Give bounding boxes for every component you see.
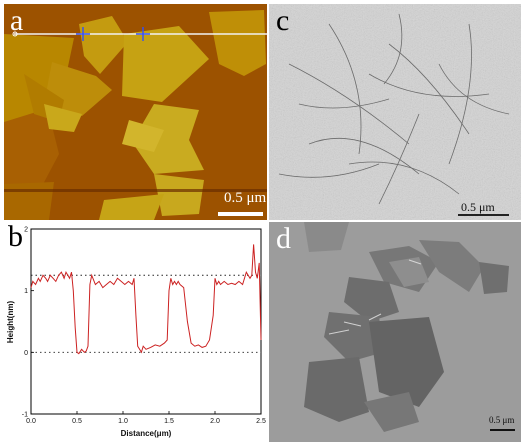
x-tick-label: 1.5 [164, 418, 174, 425]
panel-b-height-profile: 0.0 0.5 1.0 1.5 2.0 2.5 -1 0 1 2 Distance(μm) Hei… [4, 222, 267, 442]
panel-d-letter: d [276, 222, 291, 255]
x-tick-label: 0.0 [26, 418, 36, 425]
plot-frame [30, 228, 262, 415]
panel-b-letter: b [8, 222, 23, 253]
panel-c-tem-image: c 0.5 μm [269, 4, 521, 220]
y-axis-title: Height(nm) [6, 301, 15, 344]
y-tick-label: 0 [24, 350, 28, 357]
scale-bar-a-label: 0.5 μm [224, 190, 267, 206]
x-tick-label: 1.0 [118, 418, 128, 425]
scale-bar-c [458, 214, 509, 216]
panel-d-sem-image: d 0.5 μm [269, 222, 521, 442]
x-axis-title: Distance(μm) [121, 429, 172, 438]
y-tick-label: -1 [22, 412, 28, 419]
tem-micrograph [269, 4, 521, 220]
sem-micrograph [269, 222, 521, 442]
x-tick-label: 0.5 [72, 418, 82, 425]
cursor-marker-right [136, 27, 150, 41]
height-profile-line [30, 244, 262, 355]
panel-a-letter: a [10, 4, 24, 37]
y-tick-label: 2 [24, 227, 28, 234]
scale-bar-a [218, 212, 263, 216]
scale-bar-d [490, 429, 515, 431]
scale-bar-d-label: 0.5 μm [489, 415, 515, 425]
x-tick-label: 2.5 [256, 418, 266, 425]
height-profile-chart: 0.0 0.5 1.0 1.5 2.0 2.5 -1 0 1 2 Distance(μm) Hei… [6, 227, 266, 439]
cursor-marker-left [76, 27, 90, 41]
scale-bar-c-label: 0.5 μm [461, 200, 495, 214]
afm-topography-image [4, 4, 267, 220]
panel-a-afm-image: a 0.5 μm [4, 4, 267, 220]
y-tick-label: 1 [24, 288, 28, 295]
panel-c-letter: c [276, 4, 290, 37]
x-tick-label: 2.0 [210, 418, 220, 425]
